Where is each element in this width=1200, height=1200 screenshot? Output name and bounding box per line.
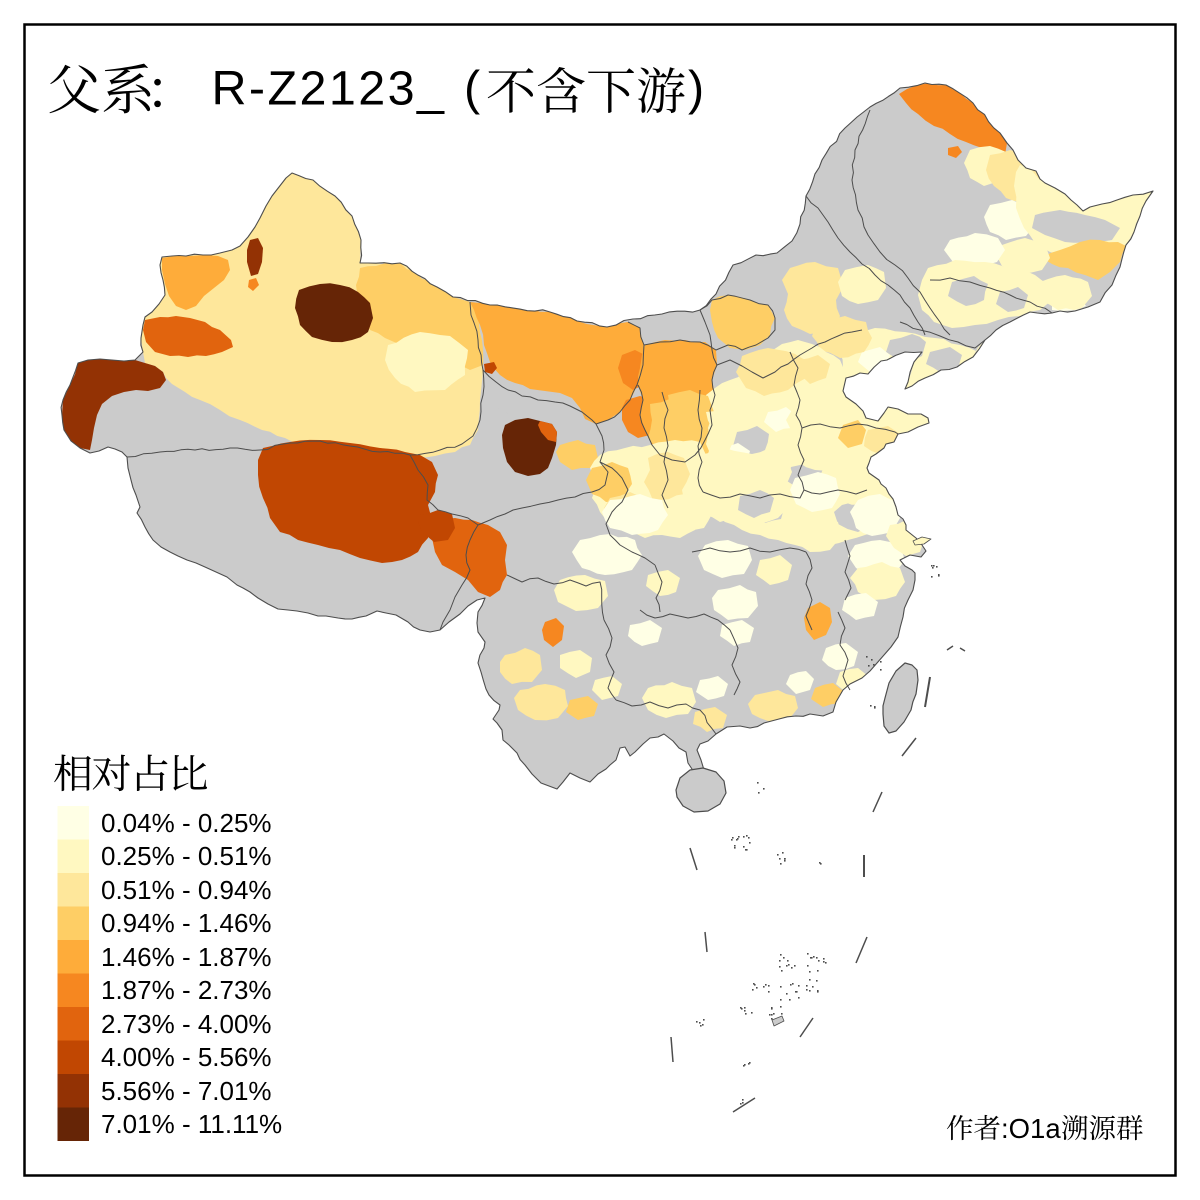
svg-text:0.94% - 1.46%: 0.94% - 1.46% (101, 908, 272, 938)
svg-text:5.56% - 7.01%: 5.56% - 7.01% (101, 1076, 272, 1106)
svg-text:R-Z2123_: R-Z2123_ (212, 62, 447, 116)
svg-text:(: ( (464, 62, 480, 116)
svg-text::O1a: :O1a (1001, 1113, 1061, 1144)
svg-text:1.46% - 1.87%: 1.46% - 1.87% (101, 942, 272, 972)
svg-text:1.87% - 2.73%: 1.87% - 2.73% (101, 975, 272, 1005)
svg-text:0.51% - 0.94%: 0.51% - 0.94% (101, 875, 272, 905)
svg-text:4.00% - 5.56%: 4.00% - 5.56% (101, 1042, 272, 1072)
svg-text:): ) (688, 62, 704, 116)
svg-text:2.73% - 4.00%: 2.73% - 4.00% (101, 1009, 272, 1039)
svg-text:7.01% - 11.11%: 7.01% - 11.11% (101, 1109, 282, 1139)
svg-text:0.25% - 0.51%: 0.25% - 0.51% (101, 841, 272, 871)
svg-text:0.04% - 0.25%: 0.04% - 0.25% (101, 808, 272, 838)
